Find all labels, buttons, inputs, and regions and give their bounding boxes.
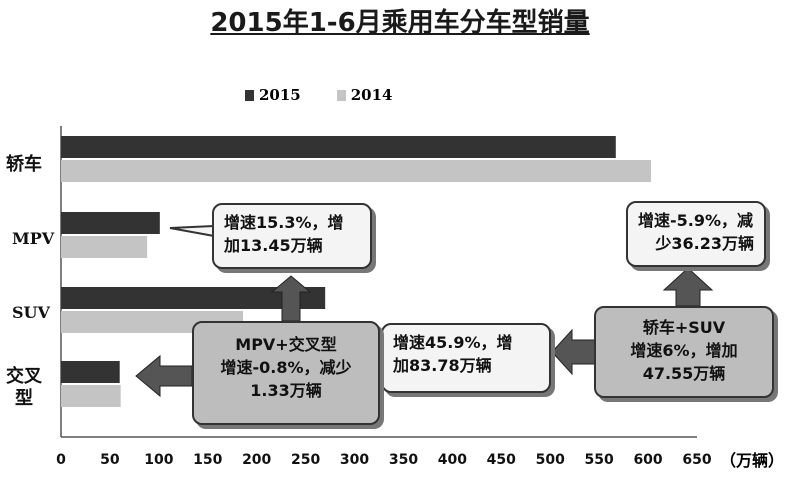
x-tick-label: 100 (144, 452, 174, 468)
callout-mpv-crossover: MPV+交叉型 增速-0.8%，减少 1.33万辆 (192, 321, 380, 425)
arrow-up-sedan (662, 267, 714, 307)
callout-suv-line2: 加83.78万辆 (393, 356, 492, 375)
chart-title: 2015年1-6月乘用车分车型销量 (210, 8, 590, 38)
legend-item-2014: 2014 (336, 86, 393, 104)
callout-suv: 增速45.9%，增 加83.78万辆 (381, 323, 551, 393)
legend-item-2015: 2015 (245, 86, 301, 104)
category-label-crossover: 交叉型 (6, 366, 42, 410)
callout-mpv-crossover-line2: 增速-0.8%，减少 (220, 358, 352, 377)
callout-sedan-suv-line2: 增速6%，增加 (630, 341, 738, 360)
bar-2014-3 (61, 385, 121, 407)
x-tick-label: 500 (535, 452, 565, 468)
callout-sedan-suv: 轿车+SUV 增速6%，增加 47.55万辆 (594, 306, 774, 398)
x-tick-label: 450 (486, 452, 516, 468)
x-tick-label: 0 (56, 452, 66, 468)
x-tick-label: 300 (339, 452, 370, 468)
x-tick-label: 400 (437, 452, 467, 468)
x-tick-label: 600 (633, 452, 663, 468)
x-tick-label: 50 (100, 452, 120, 468)
category-label-sedan: 轿车 (6, 154, 42, 175)
x-tick-label: 150 (193, 452, 223, 468)
x-tick-label: 550 (584, 452, 614, 468)
bar-2015-2 (61, 287, 326, 309)
arrow-up-mpv (270, 275, 312, 322)
category-label-suv: SUV (12, 303, 50, 322)
bar-2015-3 (61, 361, 120, 383)
x-axis-unit: （万辆） (720, 451, 785, 470)
arrow-left-suv (551, 328, 597, 376)
legend-swatch-2015 (245, 89, 254, 101)
callout-sedan-line2: 少36.23万辆 (655, 234, 754, 253)
x-tick-label: 200 (242, 452, 272, 468)
callout-mpv-crossover-line3: 1.33万辆 (250, 381, 322, 400)
callout-mpv: 增速15.3%，增 加13.45万辆 (212, 203, 372, 269)
callout-mpv-crossover-line1: MPV+交叉型 (235, 335, 337, 354)
x-tick-label: 350 (388, 452, 419, 468)
callout-sedan-suv-line3: 47.55万辆 (642, 364, 726, 383)
bar-2015-1 (61, 212, 160, 234)
callout-sedan: 增速-5.9%，减 少36.23万辆 (626, 201, 766, 267)
arrow-left-crossover (135, 354, 193, 398)
legend-label-2014: 2014 (350, 86, 393, 104)
callout-sedan-line1: 增速-5.9%，减 (638, 211, 754, 230)
callout-suv-line1: 增速45.9%，增 (393, 333, 513, 352)
legend-label-2015: 2015 (259, 86, 301, 104)
callout-sedan-suv-line1: 轿车+SUV (642, 318, 726, 337)
legend: 2015 2014 (245, 86, 423, 104)
callout-mpv-pointer (169, 225, 215, 237)
category-label-crossover-text: 交叉型 (6, 366, 42, 409)
x-tick-label: 250 (290, 452, 321, 468)
bar-2014-0 (61, 160, 652, 182)
bar-2015-0 (61, 136, 616, 158)
callout-mpv-line1: 增速15.3%，增 (224, 213, 344, 232)
x-tick-label: 650 (682, 452, 712, 468)
callout-mpv-line2: 加13.45万辆 (224, 236, 323, 255)
bar-2014-1 (61, 236, 148, 258)
legend-swatch-2014 (336, 89, 346, 101)
category-label-mpv: MPV (12, 229, 55, 248)
